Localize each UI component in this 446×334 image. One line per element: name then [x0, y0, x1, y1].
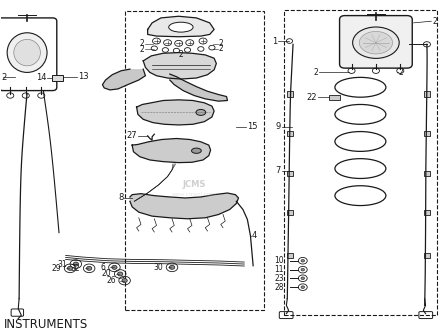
- Text: 2: 2: [1, 73, 7, 82]
- Text: 2: 2: [179, 50, 184, 59]
- Circle shape: [301, 268, 305, 271]
- Text: 2: 2: [219, 44, 223, 53]
- Text: 2: 2: [314, 68, 318, 77]
- Text: 2: 2: [219, 39, 223, 48]
- Polygon shape: [148, 16, 214, 37]
- Ellipse shape: [353, 27, 399, 58]
- Bar: [424, 131, 430, 136]
- Text: 15: 15: [248, 123, 258, 132]
- Circle shape: [301, 260, 305, 262]
- Circle shape: [169, 265, 175, 269]
- Ellipse shape: [7, 33, 47, 72]
- Text: JCMS: JCMS: [182, 180, 206, 189]
- Circle shape: [73, 262, 78, 266]
- Bar: [330, 95, 340, 100]
- Circle shape: [67, 266, 73, 270]
- Bar: [424, 253, 430, 259]
- Bar: [424, 91, 430, 97]
- FancyBboxPatch shape: [339, 16, 412, 68]
- Ellipse shape: [191, 148, 201, 153]
- Ellipse shape: [14, 39, 41, 66]
- Text: www.cmsnl.com: www.cmsnl.com: [172, 192, 217, 197]
- Ellipse shape: [196, 110, 206, 115]
- Text: 7: 7: [275, 166, 281, 175]
- Polygon shape: [103, 69, 145, 90]
- Text: INSTRUMENTS: INSTRUMENTS: [4, 318, 88, 331]
- Text: 13: 13: [78, 72, 88, 81]
- Text: 11: 11: [275, 265, 284, 274]
- Circle shape: [117, 272, 123, 276]
- Bar: [424, 171, 430, 176]
- Bar: [287, 91, 293, 97]
- Text: 14: 14: [37, 73, 47, 82]
- Text: 8: 8: [118, 193, 123, 202]
- Circle shape: [301, 286, 305, 289]
- Polygon shape: [136, 100, 214, 125]
- Text: 22: 22: [306, 93, 317, 102]
- Text: 30: 30: [153, 263, 163, 272]
- Text: 29: 29: [52, 264, 61, 273]
- Ellipse shape: [359, 31, 392, 54]
- Text: 31: 31: [58, 260, 67, 269]
- Text: 2: 2: [140, 39, 145, 48]
- Bar: [52, 75, 63, 81]
- Polygon shape: [130, 193, 239, 219]
- Circle shape: [87, 266, 92, 270]
- Text: 10: 10: [275, 256, 284, 265]
- Polygon shape: [170, 74, 227, 101]
- Bar: [287, 253, 293, 259]
- Ellipse shape: [169, 22, 193, 32]
- Text: 6: 6: [101, 263, 106, 272]
- Text: 20: 20: [102, 270, 112, 279]
- Text: 9: 9: [275, 123, 281, 132]
- Bar: [287, 131, 293, 136]
- Text: 2: 2: [432, 17, 437, 26]
- Circle shape: [112, 265, 117, 269]
- Circle shape: [122, 279, 127, 283]
- Text: 26: 26: [106, 276, 116, 285]
- Text: 2: 2: [140, 45, 145, 54]
- Circle shape: [301, 277, 305, 280]
- Polygon shape: [132, 139, 211, 163]
- Text: 23: 23: [275, 274, 284, 283]
- Text: 27: 27: [126, 131, 136, 140]
- Polygon shape: [143, 52, 216, 79]
- Text: 2: 2: [398, 68, 403, 77]
- Text: 28: 28: [275, 283, 284, 292]
- Bar: [424, 210, 430, 215]
- Bar: [287, 171, 293, 176]
- Bar: [287, 210, 293, 215]
- Text: 32: 32: [70, 264, 80, 273]
- Text: 1: 1: [272, 36, 277, 45]
- Text: 4: 4: [252, 231, 257, 240]
